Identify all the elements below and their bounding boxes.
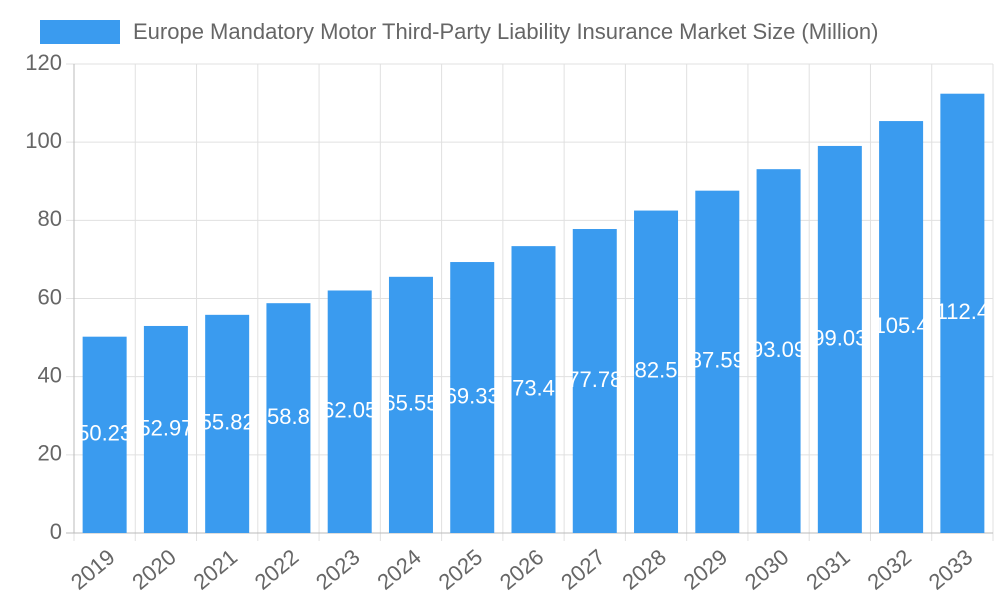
value-label: 82.5 (635, 358, 678, 383)
y-tick-label: 120 (25, 50, 62, 75)
x-tick-label: 2020 (127, 544, 181, 595)
bar (940, 93, 985, 533)
y-tick-label: 60 (38, 284, 62, 309)
x-tick-label: 2024 (372, 544, 426, 595)
value-label: 58.8 (267, 404, 310, 429)
x-tick-label: 2021 (189, 544, 243, 595)
x-tick-label: 2022 (250, 544, 304, 595)
x-tick-label: 2031 (801, 544, 855, 595)
bar (817, 145, 862, 533)
legend-swatch (40, 20, 120, 44)
value-label: 73.4 (512, 375, 555, 400)
bar (450, 262, 495, 533)
y-tick-label: 80 (38, 206, 62, 231)
value-label: 77.78 (567, 367, 622, 392)
y-tick-label: 40 (38, 362, 62, 387)
value-label: 105.4 (874, 313, 929, 338)
bar (511, 246, 556, 533)
x-tick-label: 2028 (617, 544, 671, 595)
value-label: 93.09 (751, 337, 806, 362)
x-tick-label: 2027 (556, 544, 610, 595)
x-tick-label: 2033 (924, 544, 978, 595)
legend-label: Europe Mandatory Motor Third-Party Liabi… (133, 19, 878, 44)
x-tick-label: 2023 (311, 544, 365, 595)
x-tick-label: 2019 (66, 544, 120, 595)
bar (572, 229, 617, 533)
bar (879, 121, 924, 533)
x-tick-label: 2025 (434, 544, 488, 595)
bar (327, 290, 372, 533)
bar (634, 210, 679, 533)
x-tick-label: 2029 (679, 544, 733, 595)
y-tick-label: 20 (38, 441, 62, 466)
y-tick-label: 0 (50, 519, 62, 544)
x-tick-label: 2032 (862, 544, 916, 595)
value-label: 50.23 (77, 421, 132, 446)
value-label: 62.05 (322, 398, 377, 423)
bar (82, 336, 127, 533)
value-label: 99.03 (812, 325, 867, 350)
bar (143, 325, 188, 533)
y-tick-label: 100 (25, 128, 62, 153)
bar (388, 276, 433, 533)
value-label: 65.55 (383, 391, 438, 416)
value-label: 112.4 (936, 299, 989, 324)
value-label: 55.82 (200, 410, 255, 435)
bar (756, 169, 801, 533)
bar (695, 190, 740, 534)
value-label: 69.33 (445, 383, 500, 408)
x-tick-label: 2030 (740, 544, 794, 595)
value-label: 52.97 (138, 415, 193, 440)
bar (205, 314, 250, 533)
bar (266, 303, 311, 533)
value-label: 87.59 (690, 348, 745, 373)
x-tick-label: 2026 (495, 544, 549, 595)
